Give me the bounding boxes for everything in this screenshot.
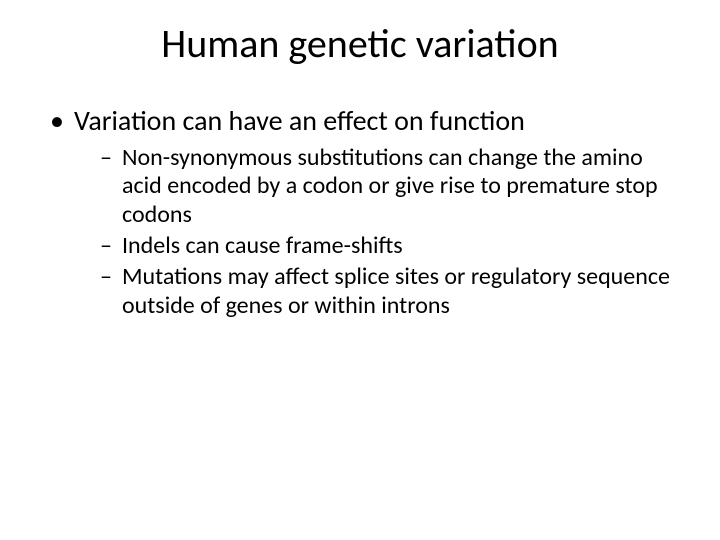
dash-icon: – bbox=[100, 232, 112, 261]
list-item-text: Variation can have an effect on function bbox=[74, 103, 525, 138]
dash-icon: – bbox=[100, 263, 112, 292]
dash-icon: – bbox=[100, 144, 112, 173]
bullet-list-level2: – Non-synonymous substitutions can chang… bbox=[74, 144, 680, 321]
list-item-text: Mutations may affect splice sites or reg… bbox=[122, 262, 670, 320]
list-item: – Indels can cause frame-shifts bbox=[100, 232, 680, 261]
list-item-text: Indels can cause frame-shifts bbox=[122, 231, 403, 260]
slide: Human genetic variation • Variation can … bbox=[0, 0, 720, 540]
slide-title: Human genetic variation bbox=[40, 22, 680, 66]
slide-content: • Variation can have an effect on functi… bbox=[40, 104, 680, 320]
list-item: • Variation can have an effect on functi… bbox=[48, 104, 680, 320]
bullet-icon: • bbox=[50, 104, 64, 138]
list-item: – Non-synonymous substitutions can chang… bbox=[100, 144, 680, 230]
list-item-text: Non-synonymous substitutions can change … bbox=[122, 143, 658, 230]
list-item: – Mutations may affect splice sites or r… bbox=[100, 263, 680, 321]
bullet-list-level1: • Variation can have an effect on functi… bbox=[48, 104, 680, 320]
